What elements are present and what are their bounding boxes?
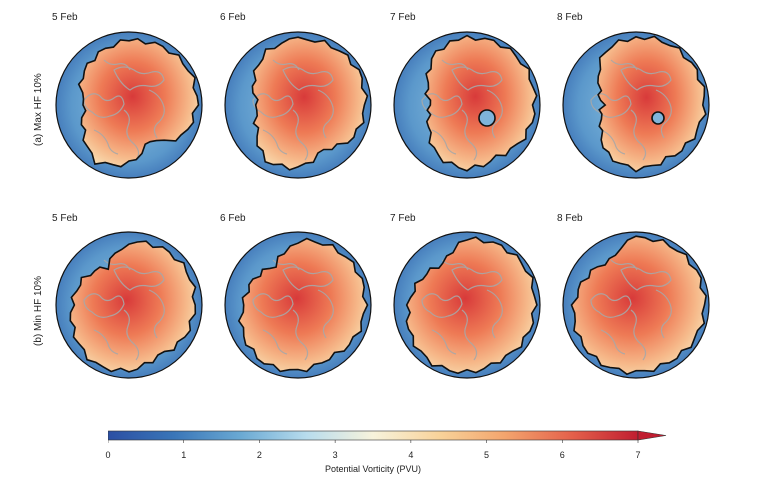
- coastline-outline: [421, 59, 503, 161]
- high-pv-region: [571, 236, 707, 375]
- polar-map-svg: [224, 31, 372, 179]
- pv-contour: [570, 235, 707, 376]
- map-border: [393, 31, 541, 179]
- date-label-a-1: 5 Feb: [52, 12, 78, 23]
- pv-contour: [77, 37, 200, 168]
- pv-contour: [424, 34, 538, 172]
- colorbar-tick-label: 7: [635, 450, 641, 460]
- high-pv-region: [406, 237, 537, 374]
- date-label-b-1: 5 Feb: [52, 213, 78, 224]
- map-a-6feb: [223, 30, 373, 180]
- map-border: [55, 31, 203, 179]
- pv-field: [56, 232, 202, 378]
- map-border: [562, 231, 710, 379]
- map-border: [224, 231, 372, 379]
- polar-map-svg: [55, 31, 203, 179]
- coastline-outline: [590, 259, 672, 361]
- date-label-b-4: 8 Feb: [557, 213, 583, 224]
- pv-contour: [237, 237, 369, 373]
- row-label-a: (a) Max HF 10%: [33, 73, 44, 146]
- pv-contour: [251, 36, 369, 171]
- map-b-5feb: [54, 230, 204, 380]
- colorbar-tick-label: 2: [256, 450, 262, 460]
- pv-field: [225, 232, 371, 378]
- pv-field: [394, 32, 540, 178]
- map-b-6feb: [223, 230, 373, 380]
- high-pv-region: [78, 38, 199, 167]
- pv-field: [56, 32, 202, 178]
- colorbar-tick-label: 3: [332, 450, 338, 460]
- polar-map-svg: [55, 231, 203, 379]
- colorbar-tick-label: 1: [181, 450, 187, 460]
- pv-contour: [405, 236, 538, 375]
- pv-field: [563, 232, 709, 378]
- coastline-outline: [252, 59, 334, 161]
- date-label-a-2: 6 Feb: [220, 12, 246, 23]
- colorbar-tick-label: 4: [408, 450, 414, 460]
- date-label-b-2: 6 Feb: [220, 213, 246, 224]
- colorbar-tick-label: 6: [559, 450, 565, 460]
- map-a-8feb: [561, 30, 711, 180]
- coastline-outline: [590, 59, 672, 161]
- coastline-outline: [421, 259, 503, 361]
- colorbar-title: Potential Vorticity (PVU): [324, 464, 422, 474]
- map-b-7feb: [392, 230, 542, 380]
- pv-field: [225, 32, 371, 178]
- coastline-outline: [252, 259, 334, 361]
- date-label-b-3: 7 Feb: [390, 213, 416, 224]
- map-b-8feb: [561, 230, 711, 380]
- coastline-outline: [83, 59, 165, 161]
- pv-contour: [597, 35, 707, 173]
- map-border: [224, 31, 372, 179]
- polar-map-svg: [393, 31, 541, 179]
- pv-field: [563, 32, 709, 178]
- date-label-a-3: 7 Feb: [390, 12, 416, 23]
- high-pv-region: [597, 36, 706, 172]
- colorbar-extend-arrow: [637, 430, 667, 441]
- high-pv-region: [252, 37, 368, 170]
- colorbar-tick-label: 5: [484, 450, 490, 460]
- high-pv-region: [70, 241, 196, 372]
- date-label-a-4: 8 Feb: [557, 12, 583, 23]
- map-border: [55, 231, 203, 379]
- coastline-outline: [83, 259, 165, 361]
- polar-map-svg: [562, 31, 710, 179]
- map-a-7feb: [392, 30, 542, 180]
- colorbar-bar: [108, 430, 667, 443]
- polar-map-svg: [562, 231, 710, 379]
- pv-field: [394, 232, 540, 378]
- colorbar: 0 1 2 3 4 5 6 7 Potential Vorticity (PVU): [105, 428, 668, 478]
- row-label-b: (b) Min HF 10%: [33, 275, 44, 346]
- low-pv-ring: [651, 111, 665, 125]
- pv-contour: [69, 240, 197, 373]
- map-border: [393, 231, 541, 379]
- low-pv-ring: [478, 109, 496, 127]
- polar-map-svg: [393, 231, 541, 379]
- colorbar-tick-label: 0: [105, 450, 111, 460]
- map-a-5feb: [54, 30, 204, 180]
- polar-map-svg: [224, 231, 372, 379]
- high-pv-region: [238, 238, 368, 372]
- map-border: [562, 31, 710, 179]
